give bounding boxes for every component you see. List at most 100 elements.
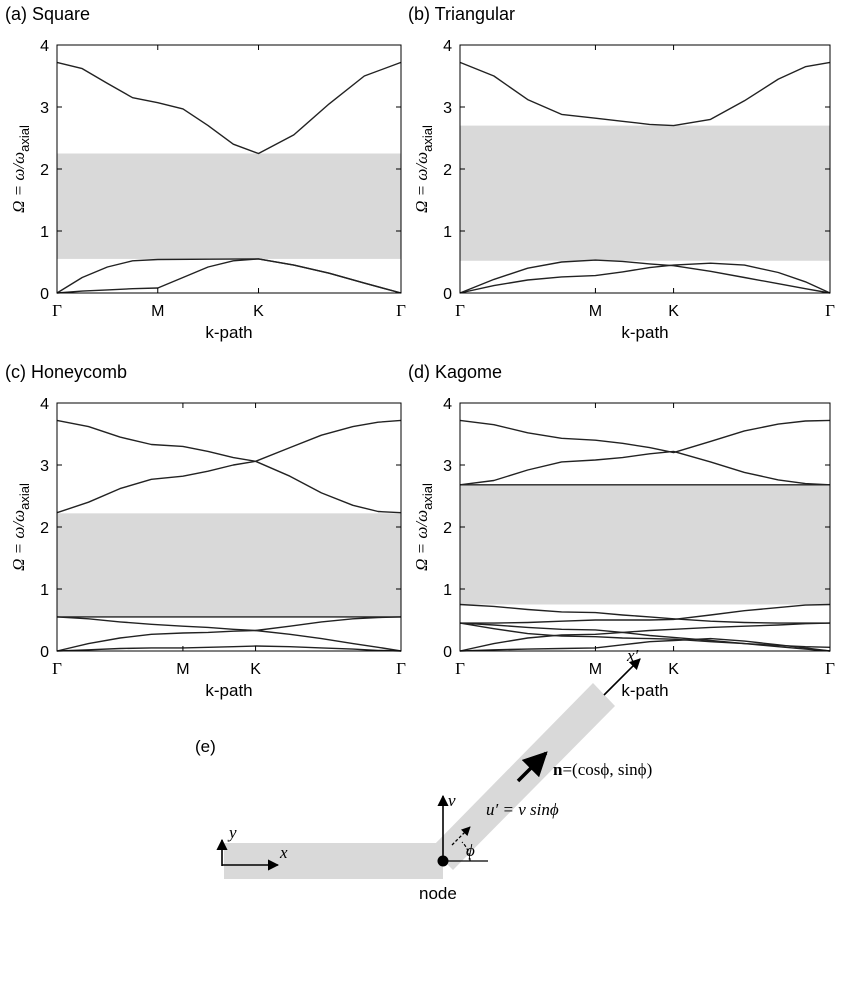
x-tick-label: M	[589, 303, 602, 320]
y-tick-label: 0	[40, 286, 49, 303]
x-tick-label: K	[668, 661, 679, 678]
normal-label: n=(cosϕ, sinϕ)	[553, 760, 652, 779]
band-line-1	[459, 419, 831, 454]
y-tick-label: 1	[443, 224, 452, 241]
y-tick-label: 1	[443, 582, 452, 599]
band-line-6	[459, 622, 831, 652]
y-axis-label-main: Ω = ω/ω	[9, 510, 28, 571]
y-tick-label: 2	[443, 162, 452, 179]
y-tick-label: 4	[443, 38, 452, 55]
y-tick-label: 4	[443, 396, 452, 413]
band-gap-region	[460, 484, 830, 605]
x-tick-label: Γ	[52, 659, 62, 678]
y-axis-label-main: Ω = ω/ω	[412, 152, 431, 213]
band-line-2	[459, 259, 831, 294]
y-axis-label-subscript: axial	[420, 125, 435, 152]
y-tick-label: 0	[443, 286, 452, 303]
panel-title: (a) Square	[5, 4, 90, 24]
band-line-2	[56, 258, 402, 294]
band-line-2	[459, 450, 831, 486]
x-axis-label: k-path	[621, 681, 668, 700]
x-tick-label: K	[250, 661, 261, 678]
x-tick-label: Γ	[52, 301, 62, 320]
y-axis-label-subscript: axial	[17, 125, 32, 152]
y-tick-label: 4	[40, 38, 49, 55]
y-axis-label: Ω = ω/ωaxial	[9, 125, 32, 213]
band-gap-region	[57, 153, 401, 259]
x-axis-label: k-path	[205, 323, 252, 342]
band-line-7	[459, 622, 831, 652]
label-phi: ϕ	[466, 841, 475, 860]
panel-title: (b) Triangular	[408, 4, 515, 24]
band-line-6	[56, 645, 402, 652]
y-axis-label: Ω = ω/ωaxial	[412, 483, 435, 571]
y-tick-label: 3	[443, 100, 452, 117]
band-line-2	[56, 460, 402, 514]
band-line-5	[56, 616, 402, 652]
x-tick-label: M	[176, 661, 189, 678]
normal-bold: n	[553, 760, 563, 779]
x-axis-label: k-path	[621, 323, 668, 342]
y-axis-label: Ω = ω/ωaxial	[412, 125, 435, 213]
y-tick-label: 0	[443, 644, 452, 661]
y-tick-label: 2	[40, 162, 49, 179]
label-y: y	[227, 823, 237, 842]
band-gap-region	[460, 125, 830, 261]
node-label: node	[419, 884, 457, 903]
y-axis-label-subscript: axial	[420, 483, 435, 510]
x-tick-label: K	[253, 303, 264, 320]
x-tick-label: Γ	[825, 659, 835, 678]
horizontal-beam	[224, 843, 443, 879]
panel-title: (d) Kagome	[408, 362, 502, 382]
x-tick-label: Γ	[455, 301, 465, 320]
panel-honeycomb: 0 1 2 3 4 Γ M K Γ (c) Honeycomb k-path Ω = ω/ωaxial	[5, 362, 406, 700]
y-axis-label-main: Ω = ω/ω	[412, 510, 431, 571]
y-axis-label-main: Ω = ω/ω	[9, 152, 28, 213]
panel-title: (c) Honeycomb	[5, 362, 127, 382]
normal-arrow	[516, 751, 548, 783]
formula-u: u′ = v sinϕ	[486, 800, 559, 819]
uprime-dashed-arrow	[451, 826, 471, 846]
x-tick-label: Γ	[455, 659, 465, 678]
x-axis-label: k-path	[205, 681, 252, 700]
panel-square: 0 1 2 3 4 Γ M K Γ (a) Square k-path Ω = ω/ωaxial	[5, 4, 406, 342]
y-tick-label: 2	[443, 520, 452, 537]
x-tick-label: K	[668, 303, 679, 320]
normal-rest: =(cosϕ, sinϕ)	[562, 760, 652, 779]
label-x: x	[279, 843, 288, 862]
y-axis-label: Ω = ω/ωaxial	[9, 483, 32, 571]
y-tick-label: 3	[443, 458, 452, 475]
y-tick-label: 3	[40, 100, 49, 117]
y-axis-label-subscript: axial	[17, 483, 32, 510]
band-line-4	[459, 603, 830, 624]
panel-triangular: 0 1 2 3 4 Γ M K Γ (b) Triangular k-path Ω = ω/ωaxia…	[408, 4, 835, 342]
y-tick-label: 1	[40, 224, 49, 241]
band-line-1	[459, 61, 831, 127]
node-dot	[437, 855, 449, 867]
band-line-4	[56, 616, 402, 652]
y-tick-label: 3	[40, 458, 49, 475]
band-line-5	[460, 603, 831, 624]
x-tick-label: Γ	[396, 659, 406, 678]
band-line-1	[56, 419, 402, 462]
phi-arc	[461, 841, 471, 862]
band-line-1	[56, 61, 402, 155]
panel-kagome: 0 1 2 3 4 Γ M K Γ (d) Kagome k-path Ω = ω/ωaxial	[408, 362, 835, 700]
band-line-3	[459, 262, 831, 294]
x-tick-label: Γ	[396, 301, 406, 320]
x-tick-label: M	[589, 661, 602, 678]
y-tick-label: 0	[40, 644, 49, 661]
y-tick-label: 2	[40, 520, 49, 537]
xprime-arrow	[603, 658, 641, 696]
label-xprime: x′	[626, 646, 639, 665]
y-tick-label: 1	[40, 582, 49, 599]
diagram-label: (e)	[195, 737, 216, 756]
y-tick-label: 4	[40, 396, 49, 413]
x-tick-label: M	[151, 303, 164, 320]
band-gap-region	[57, 513, 401, 617]
beam-diagram: (e)	[195, 646, 652, 903]
label-v: v	[448, 791, 456, 810]
band-line-3	[56, 258, 402, 294]
x-tick-label: Γ	[825, 301, 835, 320]
